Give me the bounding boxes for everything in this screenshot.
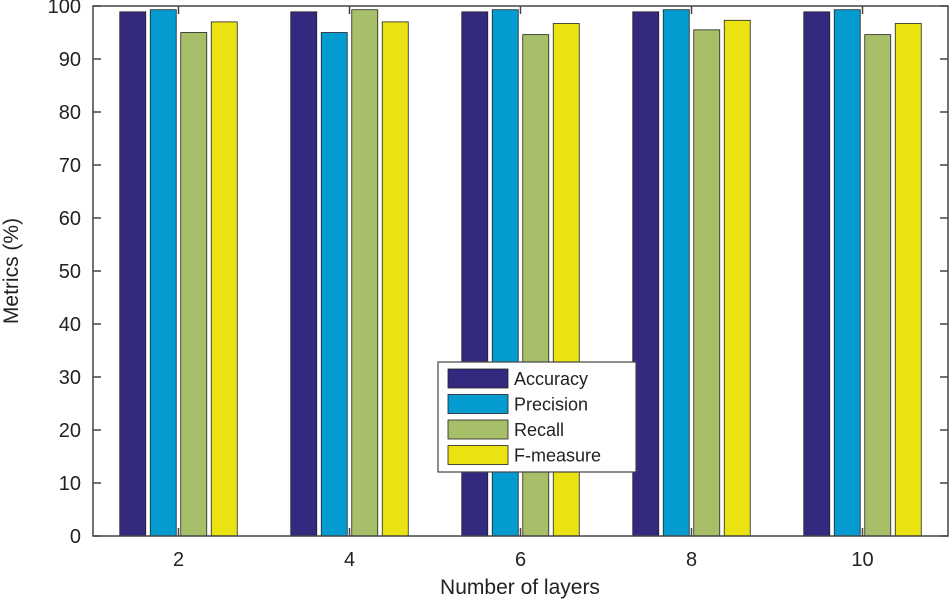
legend-label-accuracy: Accuracy — [514, 369, 588, 389]
legend: Accuracy Precision Recall F-measure — [437, 361, 637, 473]
y-axis-label: Metrics (%) — [0, 218, 23, 324]
bar-accuracy-8 — [632, 11, 660, 537]
y-tick-label: 50 — [59, 261, 81, 283]
bar-recall-4 — [351, 9, 379, 537]
y-tick-label: 100 — [48, 0, 81, 18]
bar-precision-4 — [320, 32, 348, 537]
bar-f-measure-8 — [723, 19, 751, 537]
legend-swatch-f-measure — [447, 445, 509, 465]
x-axis: 2 4 6 8 10 — [173, 6, 874, 571]
bar-precision-2 — [149, 9, 177, 537]
y-tick-label: 90 — [59, 49, 81, 71]
bar-recall-2 — [180, 32, 208, 537]
legend-swatch-accuracy — [447, 368, 509, 389]
bar-f-measure-4 — [381, 21, 409, 537]
y-tick-label: 40 — [59, 314, 81, 336]
y-tick-label: 80 — [59, 102, 81, 124]
bar-accuracy-2 — [119, 11, 147, 537]
bar-precision-10 — [833, 9, 861, 537]
y-tick-label: 60 — [59, 208, 81, 230]
legend-swatch-recall — [447, 419, 509, 440]
x-tick-label: 8 — [686, 549, 697, 571]
y-tick-label: 0 — [70, 526, 81, 548]
legend-label-f-measure: F-measure — [514, 446, 601, 466]
legend-label-precision: Precision — [514, 395, 588, 415]
y-tick-label: 10 — [59, 473, 81, 495]
y-tick-label: 70 — [59, 155, 81, 177]
bar-accuracy-10 — [803, 11, 831, 537]
bar-f-measure-10 — [894, 23, 922, 537]
bar-recall-8 — [693, 29, 721, 537]
bar-precision-8 — [662, 9, 690, 537]
x-tick-label: 2 — [173, 549, 184, 571]
x-tick-label: 4 — [344, 549, 355, 571]
legend-swatch-precision — [447, 394, 509, 414]
bar-accuracy-4 — [290, 11, 318, 537]
y-tick-label: 20 — [59, 420, 81, 442]
legend-label-recall: Recall — [514, 420, 564, 440]
y-axis: 0 10 20 30 40 50 60 70 80 90 100 — [48, 0, 948, 548]
y-tick-label: 30 — [59, 367, 81, 389]
bar-recall-10 — [864, 34, 892, 537]
x-tick-label: 6 — [515, 549, 526, 571]
bar-f-measure-2 — [210, 21, 238, 537]
x-tick-label: 10 — [851, 549, 873, 571]
x-axis-label: Number of layers — [440, 576, 600, 599]
